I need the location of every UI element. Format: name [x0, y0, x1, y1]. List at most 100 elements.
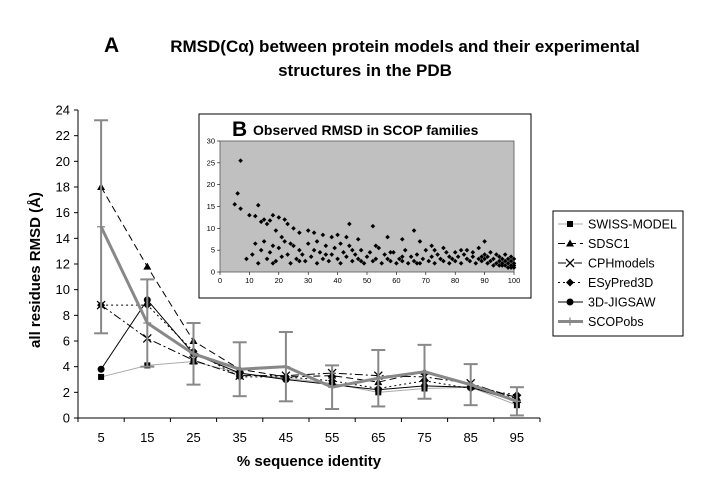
inset-point: [235, 191, 240, 196]
data-point: [98, 373, 105, 380]
legend-label: 3D-JIGSAW: [588, 296, 656, 310]
inset-point: [255, 202, 261, 208]
inset-point: [485, 260, 490, 266]
inset-point: [511, 256, 517, 262]
y-tick-label: 10: [56, 282, 70, 297]
inset-point: [505, 256, 511, 262]
inset-point: [458, 260, 464, 266]
inset-point: [452, 258, 458, 264]
data-point: [143, 262, 152, 270]
inset-point: [494, 252, 499, 257]
inset-point: [279, 234, 285, 240]
data-point: [466, 380, 475, 389]
inset-point: [270, 260, 276, 266]
data-point: [281, 362, 290, 371]
series-line: [100, 361, 518, 406]
inset-point: [464, 247, 470, 253]
legend-label: ESyPred3D: [588, 276, 653, 290]
inset-point: [338, 260, 343, 266]
inset-point: [479, 254, 484, 260]
inset-point: [432, 260, 437, 266]
inset-x-tick-label: 20: [275, 276, 283, 285]
inset-point: [373, 243, 379, 249]
inset-point: [497, 258, 502, 264]
panel-a-letter: A: [104, 34, 119, 57]
inset-point: [467, 258, 473, 264]
inset-point: [373, 256, 379, 262]
inset-point: [432, 247, 437, 253]
inset-point: [247, 212, 252, 218]
inset-point: [470, 254, 476, 260]
inset-point: [308, 254, 314, 260]
inset-point: [276, 245, 282, 251]
legend-marker: [566, 298, 574, 306]
inset-point: [347, 221, 352, 227]
inset-point: [491, 256, 496, 262]
figure-title-line2: structures in the PDB: [278, 61, 452, 80]
inset-point: [258, 247, 264, 253]
inset-point: [402, 247, 408, 253]
inset-point: [508, 258, 514, 264]
inset-point: [314, 260, 320, 266]
inset-y-tick-label: 5: [211, 246, 215, 255]
inset-point: [361, 260, 367, 266]
inset-point: [388, 258, 393, 264]
inset-point: [297, 230, 302, 235]
series-line: [99, 226, 518, 403]
inset-point: [397, 256, 402, 262]
x-tick-label: 55: [325, 430, 339, 445]
inset-point: [473, 260, 479, 266]
inset-point: [294, 256, 299, 262]
inset-point: [399, 254, 405, 260]
inset-point: [261, 217, 267, 222]
inset-point: [376, 245, 382, 251]
inset-y-tick-label: 15: [207, 202, 215, 211]
inset-point: [255, 260, 261, 266]
inset-point: [411, 228, 417, 233]
inset-point: [394, 260, 399, 266]
inset-y-tick-label: 25: [207, 158, 215, 167]
inset-point: [261, 239, 267, 244]
legend-label: SWISS-MODEL: [588, 218, 677, 232]
inset-point: [291, 243, 296, 249]
inset-point: [279, 254, 285, 260]
y-tick-label: 4: [63, 359, 70, 374]
y-tick-label: 14: [56, 231, 70, 246]
inset-point: [502, 258, 508, 264]
inset-point: [438, 256, 443, 262]
y-tick-label: 12: [56, 257, 70, 272]
inset-y-tick-label: 10: [207, 224, 215, 233]
inset-point: [429, 254, 434, 260]
inset-x-tick-label: 10: [245, 276, 253, 285]
x-tick-label: 15: [140, 430, 154, 445]
inset-point: [320, 232, 326, 238]
inset-point: [329, 234, 335, 240]
inset-point: [508, 265, 514, 270]
inset-point: [344, 254, 349, 260]
inset-point: [414, 252, 420, 257]
inset-point: [382, 252, 387, 257]
inset-point: [238, 206, 243, 211]
legend-label: CPHmodels: [588, 257, 655, 271]
inset-point: [305, 228, 311, 233]
legend-label: SCOPobs: [588, 315, 644, 329]
inset-point: [270, 243, 276, 249]
inset-point: [311, 247, 317, 253]
y-tick-label: 24: [56, 103, 70, 118]
inset-x-tick-label: 70: [422, 276, 430, 285]
inset-point: [488, 258, 493, 264]
x-tick-label: 85: [463, 430, 477, 445]
inset-title: Observed RMSD in SCOP families: [253, 122, 479, 138]
inset-point: [267, 250, 273, 255]
inset-point: [391, 250, 396, 255]
inset-x-tick-label: 60: [392, 276, 400, 285]
series-line: [100, 304, 518, 400]
inset-point: [250, 252, 255, 257]
inset-x-tick-label: 40: [333, 276, 341, 285]
inset-point: [399, 258, 405, 264]
inset-point: [441, 245, 446, 251]
inset-x-tick-label: 50: [363, 276, 371, 285]
inset-point: [273, 228, 279, 233]
inset-point: [367, 250, 373, 255]
inset-point: [350, 258, 355, 264]
